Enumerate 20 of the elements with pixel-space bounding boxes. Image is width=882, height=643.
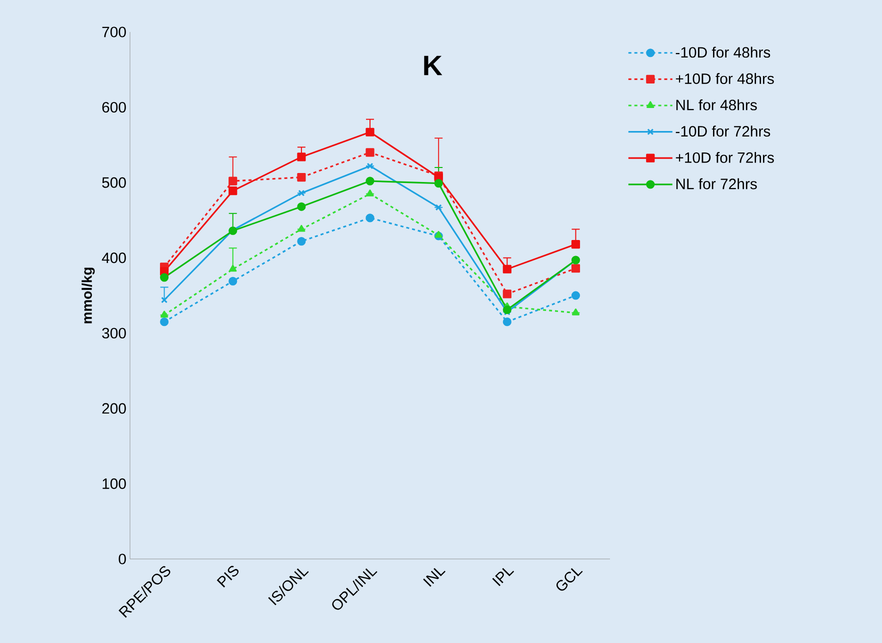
y-tick-label: 400 [102, 252, 126, 264]
y-tick-label: 700 [102, 26, 126, 38]
legend-label: -10D for 48hrs [676, 46, 770, 58]
y-tick-label: 200 [102, 403, 126, 414]
legend-label: -10D for 72hrs [676, 126, 770, 137]
x-tick-label: PIS [216, 566, 239, 588]
text: K [424, 56, 442, 76]
y-tick-label: 100 [102, 478, 126, 489]
legend-label: +10D for 72hrs [676, 152, 774, 163]
y-tick-label: 600 [102, 102, 126, 113]
y-tick-label: 500 [102, 177, 126, 188]
x-tick-label: IPL [492, 568, 514, 586]
legend-label: +10D for 48hrs [676, 73, 774, 84]
x-tick-label: INL [423, 568, 446, 587]
y-tick-label: 0 [118, 554, 126, 564]
x-tick-label: GCL [556, 568, 583, 591]
legend-label: NL for 48hrs [676, 99, 757, 110]
y-tick-label: 300 [102, 328, 126, 338]
y-axis-title: mmol/kg [82, 268, 95, 324]
legend-label: NL for 72hrs [676, 178, 757, 190]
